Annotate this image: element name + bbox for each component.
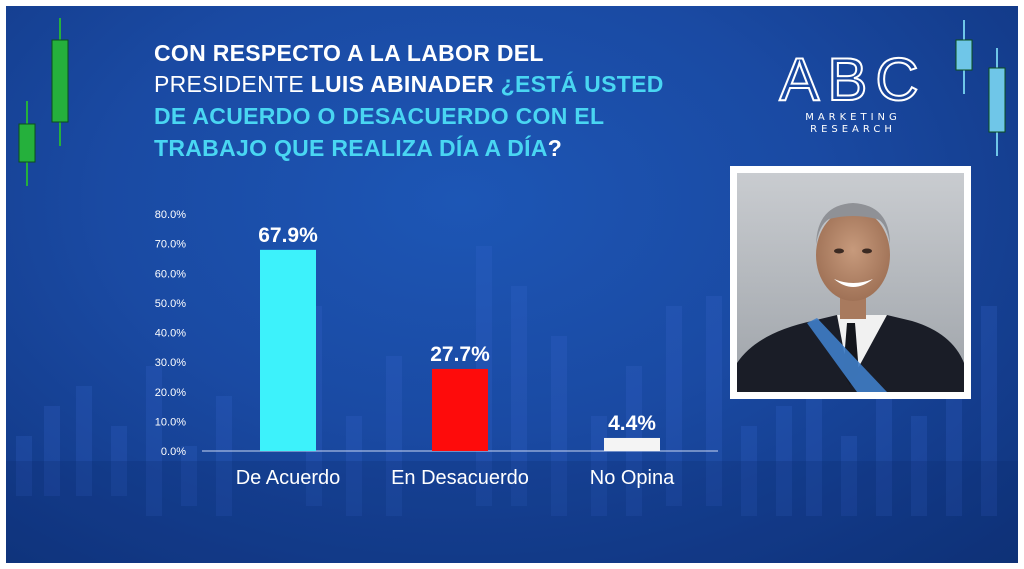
y-tick-label: 40.0%: [155, 328, 186, 340]
title-question-mark: ?: [547, 135, 563, 161]
bar-value-label: 67.9%: [258, 224, 318, 247]
category-label: De Acuerdo: [236, 467, 341, 489]
bg-column: [111, 426, 127, 496]
bg-column: [76, 386, 92, 496]
category-labels: De Acuerdo En Desacuerdo No Opina: [236, 467, 675, 489]
candle-body: [955, 39, 973, 71]
abc-logo: ABC MARKETING RESEARCH: [778, 45, 926, 135]
bg-column: [16, 436, 32, 496]
bar: [604, 437, 660, 451]
bg-column: [346, 416, 362, 516]
bg-column: [216, 396, 232, 516]
title-question-end: TRABAJO QUE REALIZA DÍA A DÍA: [154, 135, 548, 161]
approval-bar-chart: 0.0% 10.0% 20.0% 30.0% 40.0% 50.0% 60.0% 70.0% 8…: [155, 209, 718, 489]
bar: [432, 368, 488, 451]
title-line-3: DE ACUERDO O DESACUERDO CON EL: [154, 103, 605, 129]
bg-floor: [6, 461, 1018, 563]
bars: [260, 249, 660, 451]
bg-column: [981, 306, 997, 516]
candle-body: [988, 67, 1006, 133]
title-line-2: PRESIDENTE LUIS ABINADER ¿ESTÁ USTED: [154, 71, 664, 98]
bg-column: [386, 356, 402, 516]
bg-column: [181, 446, 197, 506]
bg-column: [44, 406, 60, 496]
title-president-name: LUIS ABINADER: [310, 71, 501, 97]
candle-body: [18, 123, 36, 163]
bg-column: [946, 386, 962, 516]
bg-column: [666, 306, 682, 506]
infographic-panel: CON RESPECTO A LA LABOR DEL PRESIDENTE L…: [6, 6, 1018, 563]
logo-line-2: RESEARCH: [810, 124, 896, 135]
bg-column: [551, 336, 567, 516]
title-line-1: CON RESPECTO A LA LABOR DEL: [154, 40, 544, 66]
y-tick-label: 80.0%: [155, 209, 186, 221]
y-tick-label: 60.0%: [155, 268, 186, 280]
logo-letters: ABC: [779, 46, 926, 113]
bar-value-label: 27.7%: [430, 343, 490, 366]
y-tick-label: 0.0%: [161, 446, 186, 458]
president-portrait: [737, 173, 964, 392]
bg-column: [876, 376, 892, 516]
bg-column: [776, 406, 792, 516]
y-tick-label: 30.0%: [155, 357, 186, 369]
president-photo-frame: [730, 166, 971, 399]
bg-column: [146, 366, 162, 516]
bar: [260, 249, 316, 451]
category-label: No Opina: [590, 467, 675, 489]
value-labels: 67.9% 27.7% 4.4%: [258, 224, 656, 435]
y-tick-label: 70.0%: [155, 239, 186, 251]
title-line-4: TRABAJO QUE REALIZA DÍA A DÍA?: [154, 135, 562, 162]
y-axis: 0.0% 10.0% 20.0% 30.0% 40.0% 50.0% 60.0% 70.0% 8…: [155, 209, 186, 458]
background-decoration: [6, 18, 1018, 563]
bg-column: [841, 436, 857, 516]
y-tick-label: 20.0%: [155, 387, 186, 399]
bg-column: [706, 296, 722, 506]
bg-column: [911, 416, 927, 516]
y-tick-label: 50.0%: [155, 298, 186, 310]
bg-column: [591, 416, 607, 516]
y-tick-label: 10.0%: [155, 416, 186, 428]
title-question-start: ¿ESTÁ USTED: [500, 71, 664, 97]
candle-body: [51, 39, 69, 123]
logo-line-1: MARKETING: [805, 112, 901, 123]
title-president-word: PRESIDENTE: [154, 71, 311, 97]
bar-value-label: 4.4%: [608, 412, 656, 435]
bg-column: [741, 426, 757, 516]
category-label: En Desacuerdo: [391, 467, 529, 489]
